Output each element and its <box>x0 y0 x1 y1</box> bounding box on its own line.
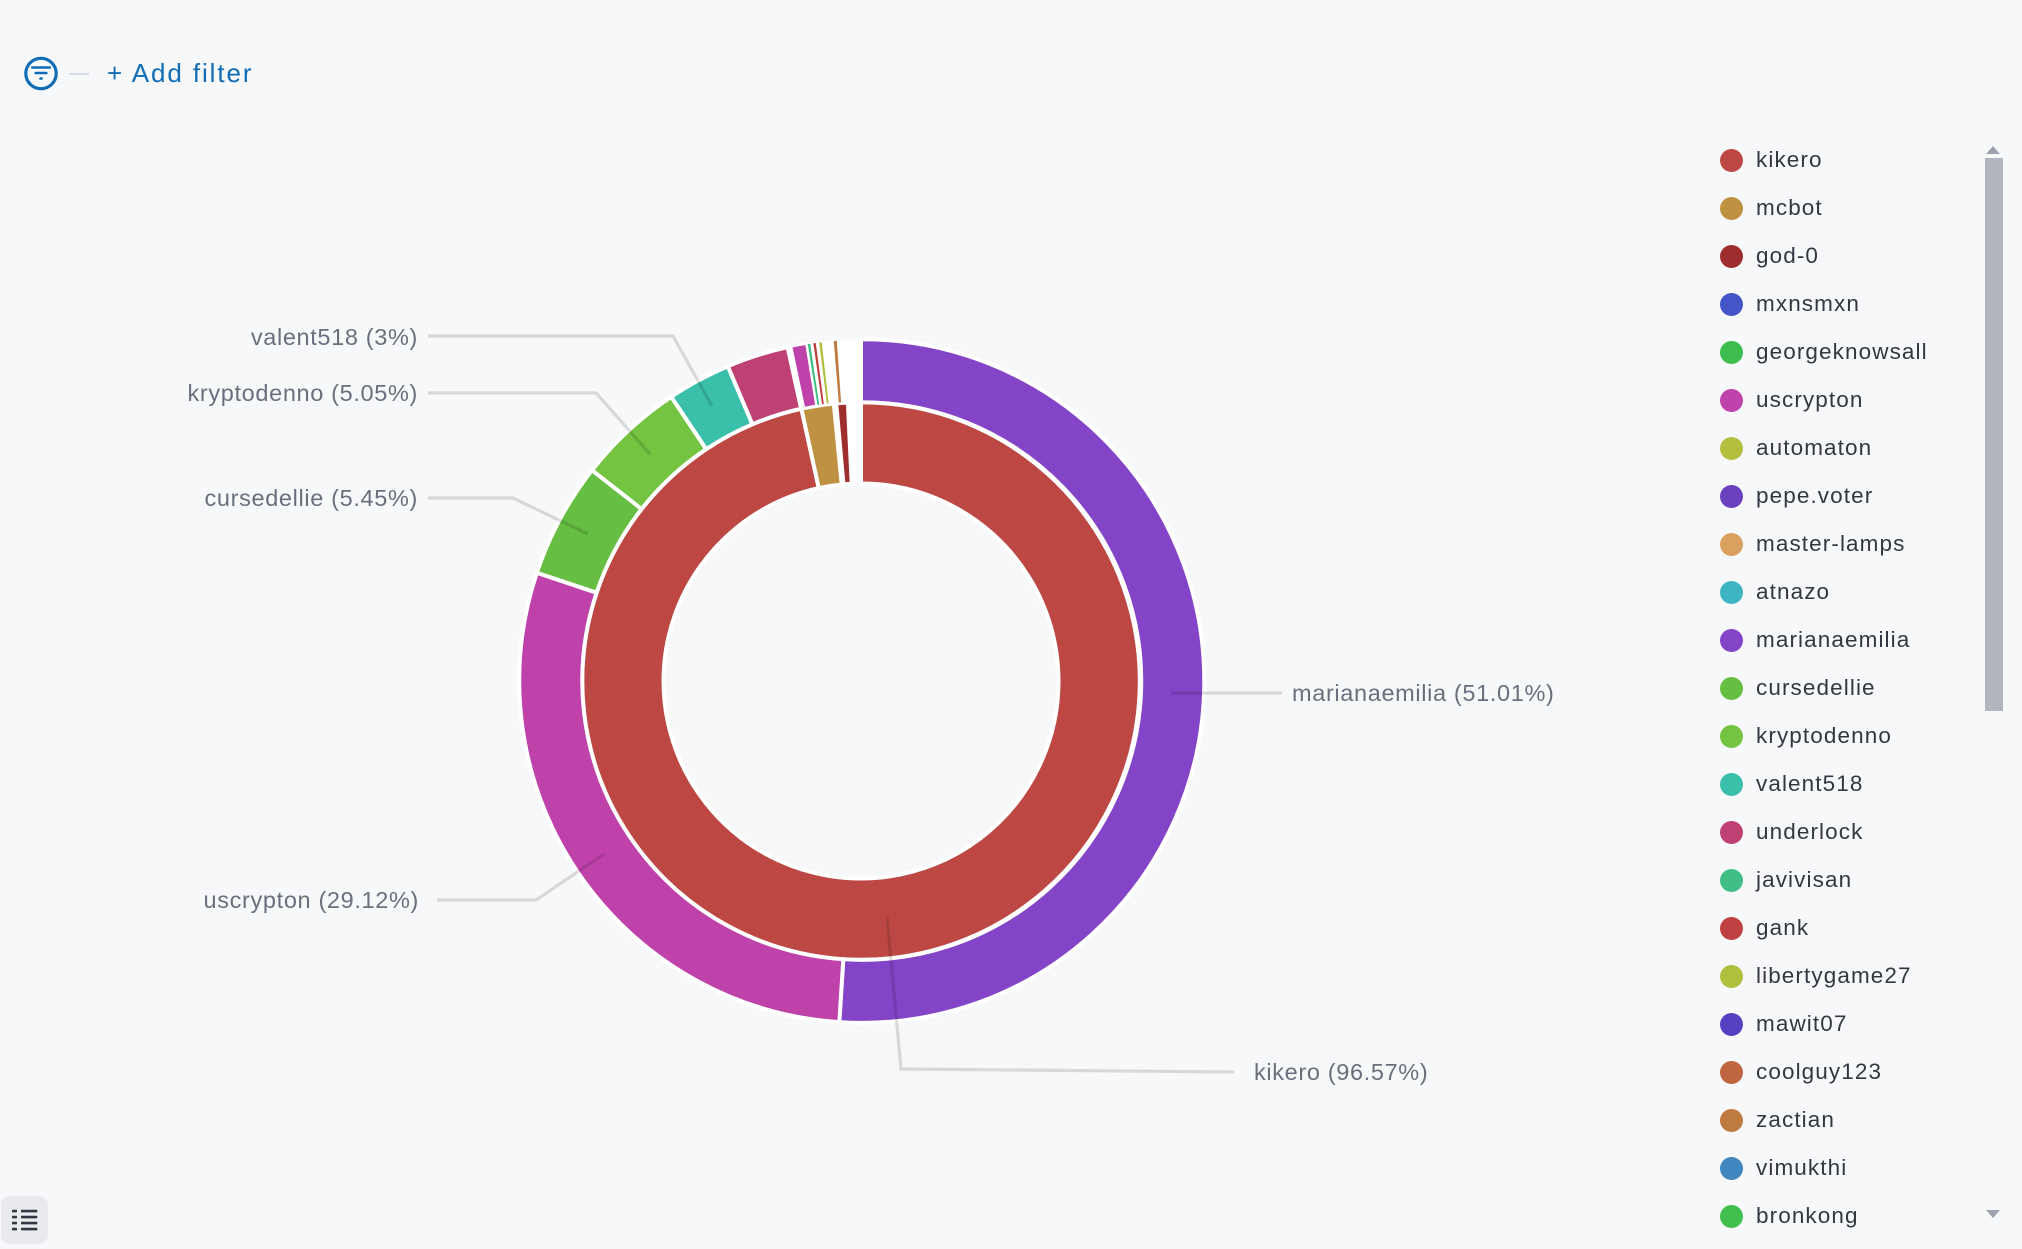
svg-text:kikero (96.57%): kikero (96.57%) <box>1254 1059 1428 1085</box>
svg-text:valent518 (3%): valent518 (3%) <box>251 324 418 350</box>
svg-text:kryptodenno (5.05%): kryptodenno (5.05%) <box>187 380 418 406</box>
svg-text:uscrypton (29.12%): uscrypton (29.12%) <box>204 887 419 913</box>
svg-text:cursedellie (5.45%): cursedellie (5.45%) <box>205 485 419 511</box>
svg-text:marianaemilia (51.01%): marianaemilia (51.01%) <box>1292 680 1554 706</box>
